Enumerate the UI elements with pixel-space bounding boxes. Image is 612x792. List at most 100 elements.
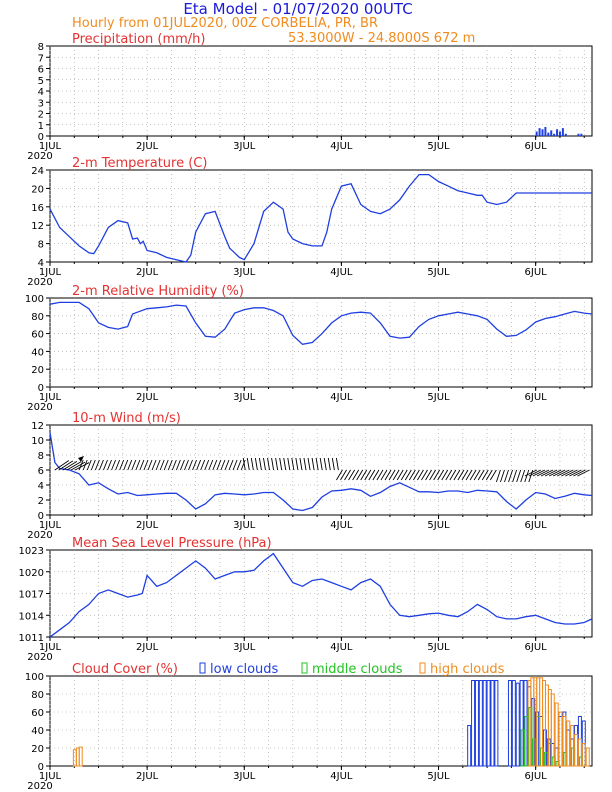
wind-arrow [540,469,554,477]
x-tick-label: 5JUL [427,520,450,531]
wind-arrow [495,469,501,483]
y-tick-label: 100 [25,672,44,683]
y-tick-label: 0 [38,383,44,394]
wind-arrow [335,457,339,471]
wind-arrow [98,459,104,471]
wind-arrow [86,459,92,471]
y-tick-label: 1020 [19,568,44,579]
x-year-label: 2020 [27,402,52,413]
wind-arrow [66,461,82,471]
y-tick-label: 80 [31,312,44,323]
wind-arrow [473,469,481,481]
y-tick-label: 1 [38,121,44,132]
wind-arrow [180,459,185,471]
precip-bar [564,133,567,136]
x-tick-label: 2JUL [136,392,159,403]
x-tick-label: 5JUL [427,141,450,152]
y-tick-label: 7 [38,53,44,64]
wind-arrow [192,459,197,471]
y-tick-label: 0 [38,511,44,522]
wind-arrow [111,459,116,471]
x-tick-label: 6JUL [525,392,548,403]
wind-arrow [123,459,129,471]
y-tick-label: 20 [31,184,44,195]
wind-arrow [147,459,153,471]
wind-arrow [489,469,497,481]
wind-arrow [58,460,74,471]
cloud-bar-low [474,680,479,767]
y-tick-label: 1017 [19,590,44,601]
x-tick-label: 6JUL [525,520,548,531]
x-year-label: 2020 [27,530,52,541]
wind-arrow [70,461,86,471]
y-tick-label: 12 [31,221,44,232]
legend-swatch [301,662,308,674]
wind-arrow [82,459,88,471]
wind-arrow [368,469,376,481]
plot-frame [49,675,593,767]
panel-title: 2-m Relative Humidity (%) [72,284,244,299]
x-year-label: 2020 [27,781,52,792]
wind-arrow [477,469,485,481]
wind-arrow [151,459,157,471]
wind-arrow [311,457,315,471]
legend-swatch [419,662,426,674]
plot-frame [49,169,593,263]
wind-arrow [220,459,226,471]
x-year-label: 2020 [27,277,52,288]
wind-arrow [228,459,234,471]
y-tick-label: 0 [38,132,44,143]
wind-arrow [143,459,149,471]
x-tick-label: 2JUL [136,771,159,782]
wind-arrow [167,459,173,471]
x-tick-label: 5JUL [427,771,450,782]
wind-arrow [404,469,412,481]
wind-arrow [408,469,416,481]
wind-arrow [196,459,202,471]
wind-arrow [524,469,538,477]
y-tick-label: 4 [38,87,44,98]
y-tick-label: 2 [38,496,44,507]
y-tick-label: 3 [38,98,44,109]
wind-arrow [544,469,558,477]
precip-bar [556,129,559,136]
precip-bar [577,133,580,136]
cloud-bar-low [490,680,495,767]
wind-arrow [279,457,283,471]
wind-arrow [331,457,335,471]
wind-arrow [532,469,546,477]
precip-bar [535,131,538,136]
wind-arrow [465,469,473,481]
wind-arrow [388,469,396,481]
cloud-bar-low [486,680,491,767]
precip-bar [541,129,544,136]
precip-bar [544,127,547,136]
wind-arrow [240,459,246,471]
cloud-bar-high [558,711,563,767]
x-year-label: 2020 [27,652,52,663]
wind-arrow [553,469,566,477]
wind-arrow [307,457,311,471]
y-tick-label: 8 [38,451,44,462]
cloud-bar-low [467,725,472,767]
wind-arrow [184,459,189,471]
wind-arrow [433,469,441,481]
wind-arrow [204,459,210,471]
wind-arrow [139,459,145,471]
wind-arrow [103,459,108,471]
y-tick-label: 2 [38,110,44,121]
wind-arrow [90,459,96,471]
wind-arrow [360,469,368,481]
y-tick-label: 10 [31,436,44,447]
wind-arrow [242,457,246,471]
x-tick-label: 4JUL [330,642,353,653]
legend-label: low clouds [210,662,279,677]
wind-arrow [569,469,582,477]
wind-arrow [561,469,574,477]
wind-arrow [485,469,493,481]
precip-bar [538,128,541,136]
y-tick-label: 60 [31,708,44,719]
wind-arrow [299,457,303,471]
